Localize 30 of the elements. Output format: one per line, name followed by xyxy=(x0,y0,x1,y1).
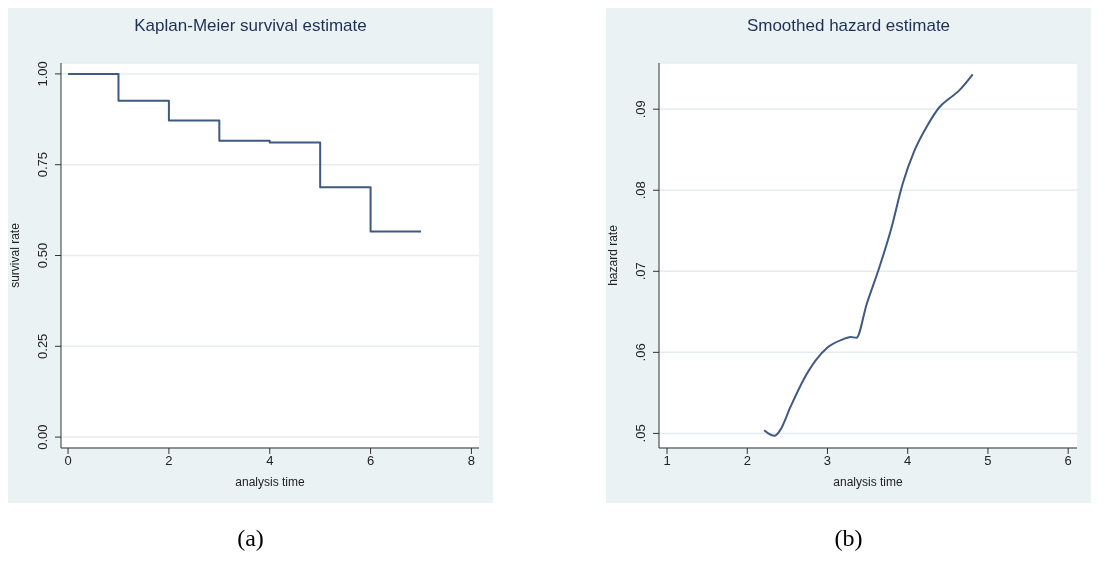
x-tick-label: 0 xyxy=(64,453,72,469)
x-tick-label: 6 xyxy=(366,453,375,469)
x-tick-label: 4 xyxy=(904,453,912,469)
y-axis-title: hazard rate xyxy=(606,224,621,286)
x-axis-title: analysis time xyxy=(833,475,903,489)
x-axis-title: analysis time xyxy=(235,475,305,489)
x-tick-label: 2 xyxy=(743,453,751,469)
y-tick-label: .08 xyxy=(633,181,648,200)
x-tick-label: 3 xyxy=(823,453,832,469)
x-tick-label: 1 xyxy=(663,453,671,469)
x-tick-label: 5 xyxy=(984,453,992,469)
y-tick-label: .06 xyxy=(633,343,648,362)
x-tick-label: 2 xyxy=(165,453,173,469)
y-axis-title: survival rate xyxy=(8,222,23,288)
y-tick-label: 0.00 xyxy=(35,424,50,450)
y-tick-label: .05 xyxy=(633,424,648,443)
x-tick-label: 6 xyxy=(1064,453,1072,469)
x-tick-label: 4 xyxy=(266,453,274,469)
text: (a) xyxy=(236,525,265,552)
text: (b) xyxy=(833,525,864,552)
line-series xyxy=(763,73,974,437)
y-tick-label: .09 xyxy=(633,100,648,119)
y-tick-label: .07 xyxy=(633,262,648,281)
chart-title: Kaplan-Meier survival estimate xyxy=(133,16,368,36)
x-tick-label: 8 xyxy=(467,453,476,469)
y-tick-label: 0.25 xyxy=(35,333,50,359)
chart-title: Smoothed hazard estimate xyxy=(745,16,952,36)
y-tick-label: 0.75 xyxy=(35,152,50,178)
y-tick-label: 0.50 xyxy=(35,242,50,269)
y-tick-label: 1.00 xyxy=(35,61,50,87)
